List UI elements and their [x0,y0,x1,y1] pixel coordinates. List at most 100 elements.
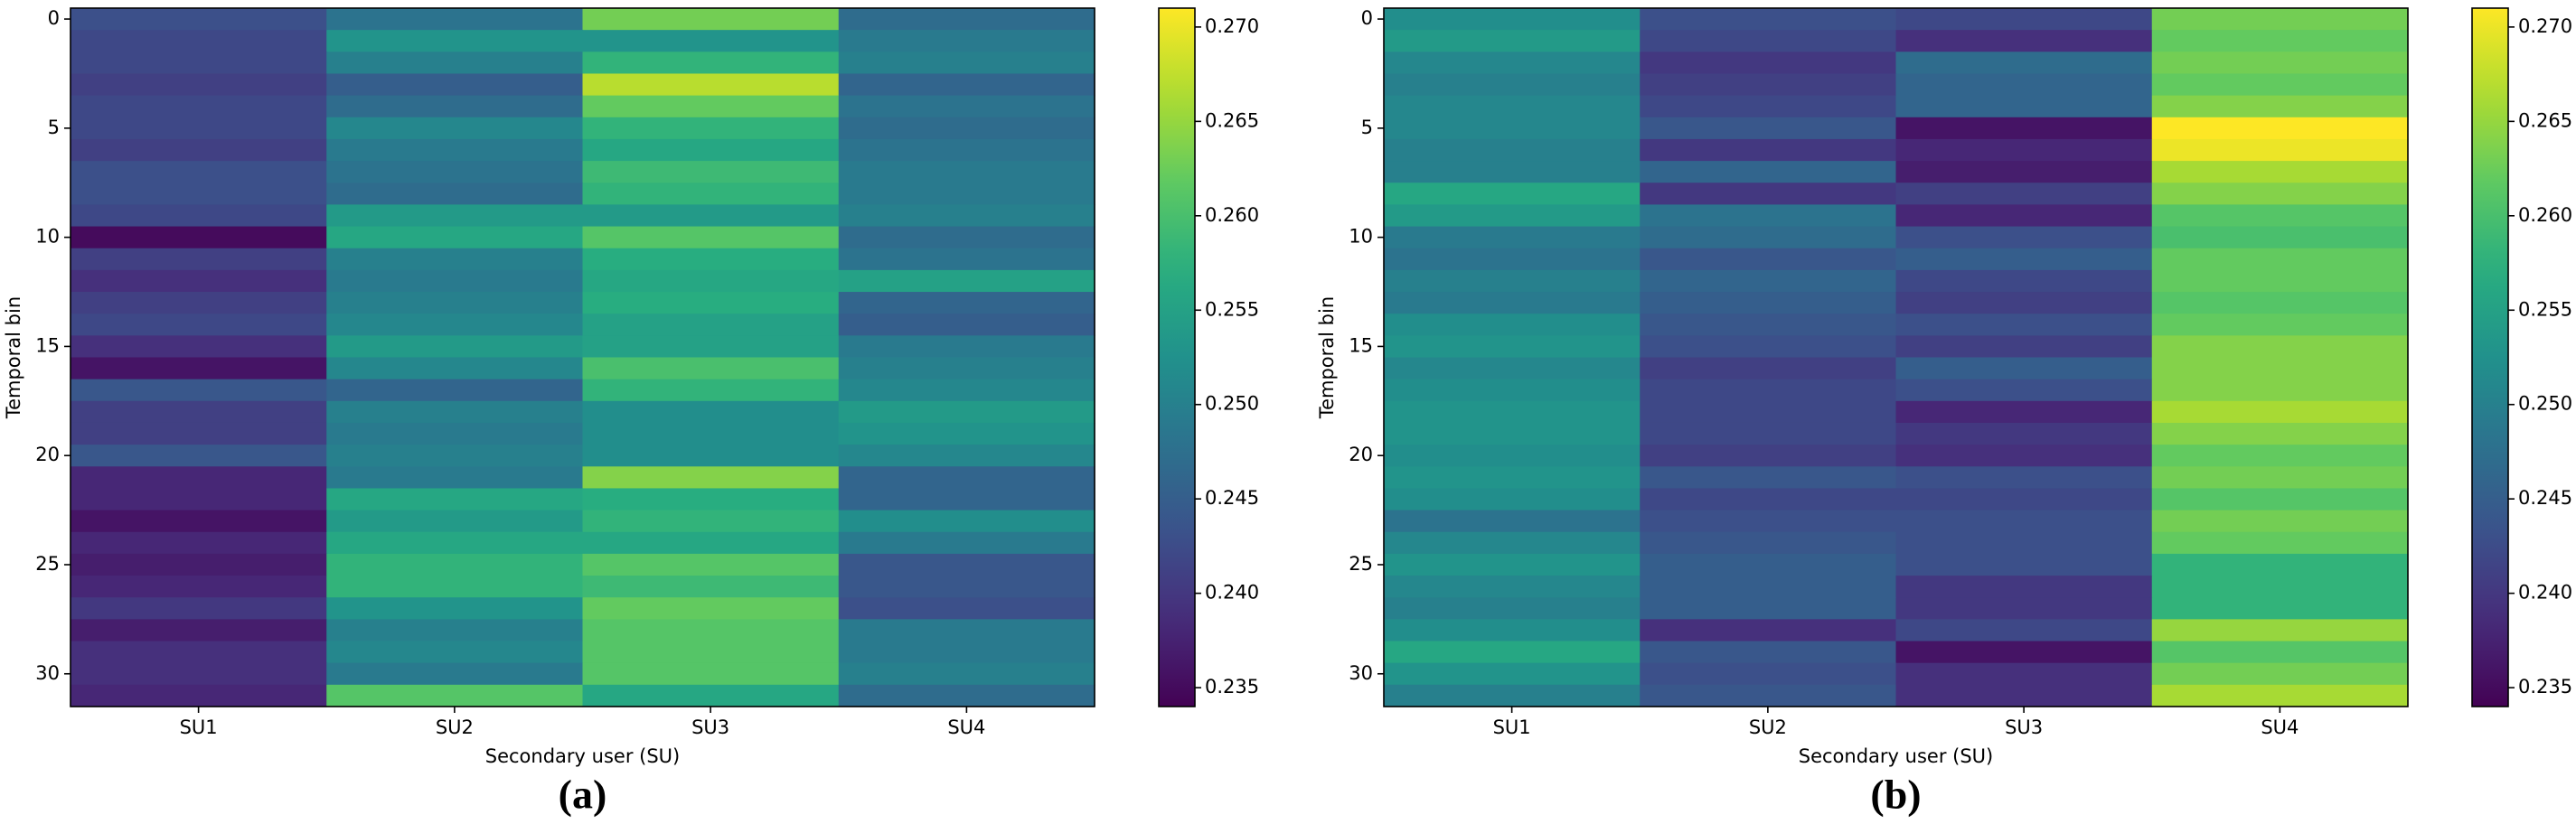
heat-cell [838,161,1095,183]
heat-cell [582,138,840,162]
heat-cell [1384,117,1641,140]
heat-cell [1640,30,1897,52]
heat-cell [71,466,327,490]
colorbar-tick-label: 0.260 [2518,204,2572,226]
heat-cell [1384,379,1641,402]
heat-cell [326,204,584,228]
heat-cell [1895,8,2153,31]
heat-cell [71,269,327,293]
heat-cell [838,400,1095,424]
heat-cell [71,226,327,249]
colorbar-tick-label: 0.245 [2518,487,2572,509]
y-axis-label: Temporal bin [3,296,24,419]
heat-cell [71,576,327,598]
heat-cell [1895,204,2153,228]
heat-cell [326,553,584,576]
heat-cell [838,52,1095,75]
heat-cell [1640,226,1897,249]
heat-cell [71,619,327,642]
x-tick-label: SU4 [947,716,985,738]
heat-cell [2151,619,2409,642]
heat-cell [1640,619,1897,642]
heat-cell [2151,292,2409,314]
heat-cell [71,662,327,686]
heat-cell [71,488,327,511]
heat-cell [2151,641,2409,664]
heat-cell [326,422,584,445]
heat-cell [326,30,584,52]
heat-cell [1384,269,1641,293]
heat-cell [582,335,840,359]
heat-cell [1895,117,2153,140]
x-tick-label: SU1 [180,716,218,738]
heat-cell [1640,204,1897,228]
colorbar-tick-label: 0.235 [1205,676,1259,698]
heat-cell [838,466,1095,490]
heat-cell [582,510,840,533]
x-tick-label: SU2 [436,716,474,738]
caption: (a) [559,772,607,818]
x-tick-label: SU4 [2261,716,2299,738]
heat-cell [582,30,840,52]
heat-cell [1895,292,2153,314]
heat-cell [582,400,840,424]
heat-cell [326,183,584,206]
heat-cell [582,576,840,598]
y-tick-label: 30 [35,662,60,684]
heat-cell [1640,531,1897,555]
heat-cell [838,73,1095,97]
heat-cell [1895,466,2153,490]
heat-cell [71,248,327,271]
heat-cell [838,8,1095,31]
y-tick-label: 5 [1361,117,1373,138]
heat-cell [582,357,840,380]
heat-cell [582,466,840,490]
heat-cell [1640,292,1897,314]
heat-cell [2151,335,2409,359]
heat-cell [1384,73,1641,97]
heat-cell [1640,335,1897,359]
colorbar-tick-label: 0.245 [1205,487,1259,509]
heat-cell [2151,357,2409,380]
y-tick-label: 25 [35,553,60,575]
heat-cell [1895,357,2153,380]
heat-cell [1384,292,1641,314]
heat-cell [2151,379,2409,402]
heat-cell [1640,183,1897,206]
heat-cell [838,553,1095,576]
heat-cell [838,357,1095,380]
heat-cell [1640,597,1897,620]
heat-cell [1384,684,1641,707]
heat-cell [2151,226,2409,249]
heat-cell [1895,73,2153,97]
heat-cell [326,488,584,511]
heat-cell [71,531,327,555]
heat-cell [1640,52,1897,75]
heat-cell [2151,73,2409,97]
y-tick-label: 15 [35,334,60,356]
heat-cell [71,292,327,314]
heat-cell [582,662,840,686]
heat-cell [1895,488,2153,511]
heat-cell [838,335,1095,359]
heat-cell [1384,183,1641,206]
heat-cell [2151,95,2409,118]
heat-cell [838,248,1095,271]
colorbar-tick-label: 0.260 [1205,204,1259,226]
heat-cell [1895,531,2153,555]
heat-cell [71,204,327,228]
heat-cell [71,30,327,52]
heat-cell [582,95,840,118]
heat-cell [838,30,1095,52]
heat-cell [1895,335,2153,359]
heat-cell [1640,379,1897,402]
heat-cell [71,510,327,533]
heat-cell [838,641,1095,664]
heat-cell [326,269,584,293]
heat-cell [326,531,584,555]
heat-cell [1895,445,2153,467]
heat-cell [838,292,1095,314]
y-tick-label: 10 [1349,226,1373,248]
heat-cell [582,292,840,314]
